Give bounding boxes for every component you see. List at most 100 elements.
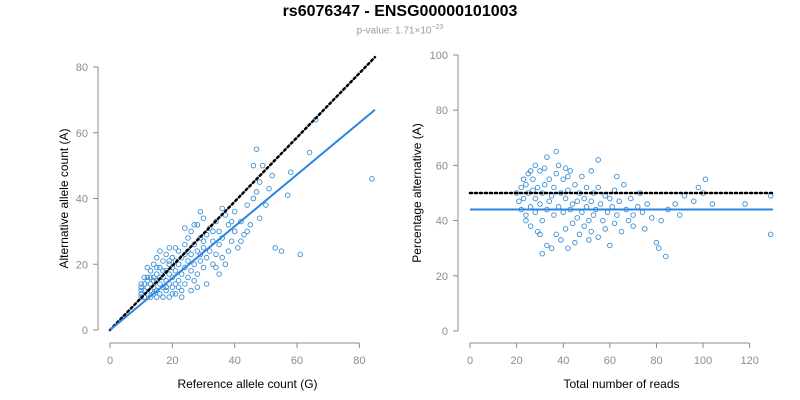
data-point xyxy=(544,242,550,249)
x-tick-label: 0 xyxy=(467,355,473,367)
data-point xyxy=(138,284,144,291)
data-point xyxy=(527,204,534,210)
data-point xyxy=(210,228,216,235)
data-point xyxy=(604,209,611,216)
data-point xyxy=(222,261,229,268)
data-point xyxy=(188,287,194,294)
data-point xyxy=(194,284,201,291)
data-point xyxy=(625,217,632,224)
y-tick-label: 100 xyxy=(430,50,448,62)
data-point xyxy=(553,148,559,155)
data-point xyxy=(169,291,176,297)
data-point xyxy=(551,184,557,191)
y-tick-label: 0 xyxy=(442,326,448,338)
data-point xyxy=(583,204,590,210)
data-point xyxy=(269,172,275,179)
data-point xyxy=(144,274,151,281)
data-point xyxy=(520,176,527,182)
data-point xyxy=(541,165,548,171)
data-point xyxy=(175,277,182,284)
data-point xyxy=(284,192,291,198)
data-point xyxy=(546,198,552,205)
data-point xyxy=(141,274,148,281)
data-point xyxy=(574,198,580,205)
data-point xyxy=(677,212,683,218)
y-tick-label: 80 xyxy=(76,62,88,74)
data-point xyxy=(537,231,543,238)
x-tick-label: 80 xyxy=(353,355,365,367)
data-point xyxy=(635,204,641,210)
p-value-exponent: −23 xyxy=(431,24,444,31)
x-tick-label: 120 xyxy=(741,355,759,367)
data-point xyxy=(562,195,569,202)
y-tick-label: 40 xyxy=(436,216,448,228)
data-point xyxy=(653,239,660,246)
data-point xyxy=(520,195,527,202)
data-point xyxy=(197,251,204,258)
data-point xyxy=(194,271,201,277)
data-point xyxy=(260,162,266,169)
p-value-subtitle: p-value: 1.71×10−23 xyxy=(0,24,800,36)
data-point xyxy=(586,237,592,243)
data-point xyxy=(609,204,615,210)
data-point xyxy=(534,184,541,191)
data-point xyxy=(572,181,578,188)
data-point xyxy=(147,281,154,287)
data-point xyxy=(523,217,529,224)
data-point xyxy=(586,217,592,224)
data-point xyxy=(621,181,627,188)
data-point xyxy=(178,294,185,300)
data-point xyxy=(590,212,597,218)
data-point xyxy=(182,264,188,271)
data-point xyxy=(595,234,601,240)
data-point xyxy=(555,204,562,210)
data-point xyxy=(157,264,163,271)
data-point xyxy=(597,201,604,207)
data-point xyxy=(532,195,539,202)
data-point xyxy=(250,162,257,169)
data-point xyxy=(147,274,154,281)
data-point xyxy=(182,241,188,248)
data-point xyxy=(618,228,625,235)
data-point xyxy=(546,176,552,182)
data-point xyxy=(541,181,548,188)
data-point xyxy=(150,274,157,281)
data-point xyxy=(663,253,669,260)
data-point xyxy=(200,238,207,244)
data-point xyxy=(191,222,197,228)
data-point xyxy=(163,287,169,294)
data-point xyxy=(518,184,525,191)
y-tick-label: 60 xyxy=(436,160,448,172)
data-point xyxy=(138,287,144,294)
data-point xyxy=(742,201,748,207)
data-point xyxy=(558,237,564,243)
data-point xyxy=(154,294,160,300)
data-point xyxy=(695,184,702,191)
data-point xyxy=(560,176,566,182)
data-point xyxy=(213,251,219,258)
data-point xyxy=(200,245,207,251)
data-point xyxy=(147,268,154,274)
data-point xyxy=(216,228,222,235)
data-point xyxy=(595,184,601,191)
data-point xyxy=(272,245,278,251)
y-tick-label: 0 xyxy=(82,325,88,337)
data-point xyxy=(523,212,529,218)
panel-percentage-alternative: 0 20 40 60 80 100 120 0 20 40 60 80 100 Total number … xyxy=(410,50,775,391)
data-point xyxy=(702,176,709,182)
data-point xyxy=(150,261,157,268)
data-point xyxy=(150,277,157,284)
data-point xyxy=(157,248,163,254)
reference-line xyxy=(108,55,377,332)
y-axis-title: Percentage alternative (A) xyxy=(410,123,424,262)
data-point xyxy=(219,205,225,212)
data-point xyxy=(247,222,254,228)
x-axis-title: Reference allele count (G) xyxy=(177,377,317,391)
x-tick-label: 20 xyxy=(166,355,178,367)
x-tick-label: 0 xyxy=(107,355,113,367)
data-point xyxy=(562,226,569,232)
data-point xyxy=(567,168,573,174)
data-point xyxy=(581,223,587,229)
data-point xyxy=(544,154,550,160)
